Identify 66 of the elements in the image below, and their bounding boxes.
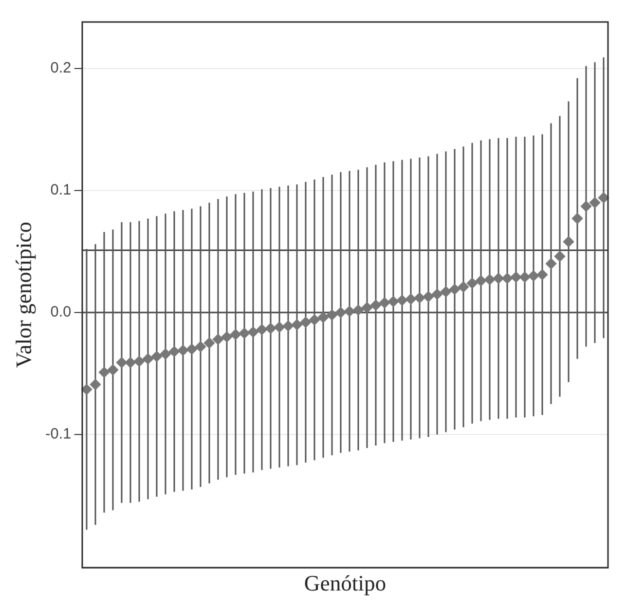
point <box>466 278 478 289</box>
point <box>396 294 408 306</box>
point <box>248 326 259 338</box>
point <box>256 324 268 336</box>
point <box>510 272 522 283</box>
y-tick-label: 0.1 <box>50 182 72 199</box>
point <box>168 346 180 358</box>
point <box>98 366 110 378</box>
point <box>160 348 171 360</box>
point <box>238 328 250 339</box>
point <box>352 304 364 316</box>
point <box>528 270 540 282</box>
point <box>116 357 128 368</box>
point <box>344 306 356 317</box>
point <box>124 357 136 368</box>
point <box>405 294 416 305</box>
point <box>492 272 504 284</box>
y-tick-label: -0.1 <box>45 426 72 443</box>
x-axis-title: Genótipo <box>304 570 386 596</box>
point <box>81 384 92 395</box>
point <box>484 274 496 286</box>
point <box>142 353 154 364</box>
point <box>502 272 513 284</box>
point <box>291 319 302 330</box>
point <box>362 302 373 314</box>
point <box>379 297 390 308</box>
point <box>422 291 434 302</box>
point <box>195 341 206 352</box>
y-axis-title: Valor genotípico <box>10 222 36 368</box>
point <box>134 356 145 367</box>
point <box>274 322 285 333</box>
point <box>554 250 566 262</box>
point <box>230 328 242 340</box>
point <box>432 288 443 300</box>
point <box>546 258 557 270</box>
point <box>370 300 382 311</box>
point <box>300 316 312 328</box>
point <box>221 331 232 342</box>
point <box>335 307 346 318</box>
point <box>580 200 592 212</box>
point <box>563 236 574 248</box>
point <box>151 350 162 362</box>
point <box>458 281 469 292</box>
point <box>326 309 338 320</box>
point <box>204 338 215 349</box>
point <box>265 322 276 334</box>
point <box>475 275 486 286</box>
point <box>536 269 548 280</box>
point <box>440 286 452 298</box>
point <box>178 344 189 356</box>
point <box>107 364 118 376</box>
y-tick-label: 0.2 <box>50 60 72 77</box>
point <box>449 284 460 295</box>
point <box>572 213 583 224</box>
point <box>519 272 530 283</box>
y-tick-label: 0.0 <box>50 304 72 321</box>
point <box>212 334 224 345</box>
point <box>414 292 426 304</box>
point <box>308 314 320 326</box>
point <box>90 379 101 390</box>
point <box>282 320 294 332</box>
point <box>598 192 610 204</box>
point <box>388 296 399 308</box>
point <box>589 197 600 208</box>
point <box>186 344 198 355</box>
point <box>318 312 329 323</box>
